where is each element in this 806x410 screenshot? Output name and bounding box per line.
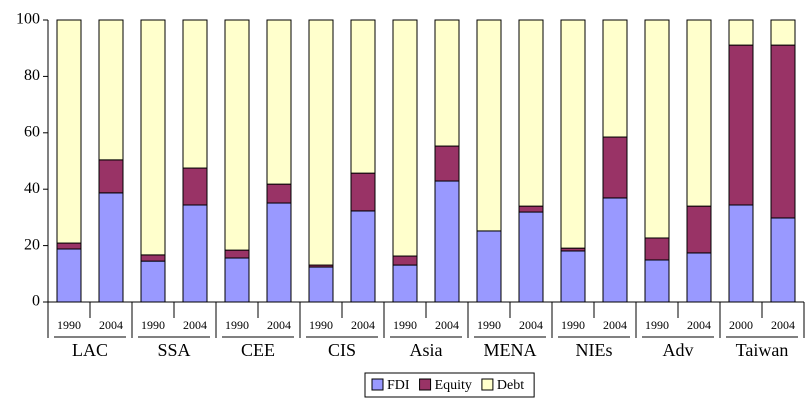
x-tick-label: 2004 <box>267 318 291 332</box>
bar-segment <box>392 264 418 303</box>
bar-segment <box>476 230 502 303</box>
x-tick-label: 2004 <box>771 318 795 332</box>
bar-segment <box>770 19 796 46</box>
x-tick-label: 2004 <box>435 318 459 332</box>
bar-segment <box>770 44 796 219</box>
bar-segment <box>686 205 712 254</box>
group-label: LAC <box>72 340 108 360</box>
bar-segment <box>476 19 502 232</box>
bar-segment <box>98 19 124 161</box>
group-label: CIS <box>328 340 356 360</box>
bar-segment <box>98 192 124 303</box>
bar-segment <box>350 19 376 174</box>
group-label: CEE <box>241 340 275 360</box>
y-tick-label: 40 <box>24 180 40 197</box>
x-tick-label: 2004 <box>183 318 207 332</box>
bar-segment <box>518 19 544 207</box>
bar-segment <box>350 210 376 303</box>
group-label: Taiwan <box>736 340 789 360</box>
bar-segment <box>518 205 544 213</box>
bar-segment <box>602 19 628 138</box>
bar-segment <box>56 242 82 250</box>
bar-segment <box>728 204 754 303</box>
x-tick-label: 2004 <box>603 318 627 332</box>
legend-label: Equity <box>435 378 472 393</box>
bar-segment <box>266 19 292 185</box>
y-tick-label: 60 <box>24 123 40 140</box>
x-tick-label: 2004 <box>687 318 711 332</box>
legend-swatch <box>419 378 432 391</box>
bar-segment <box>266 202 292 303</box>
group-label: NIEs <box>576 340 613 360</box>
bar-segment <box>644 237 670 261</box>
x-tick-label: 1990 <box>57 318 81 332</box>
group-label: SSA <box>157 340 190 360</box>
x-tick-label: 1990 <box>309 318 333 332</box>
legend-label: Debt <box>497 378 524 393</box>
bar-segment <box>182 167 208 206</box>
bar-segment <box>728 19 754 46</box>
bar-segment <box>434 19 460 147</box>
bar-segment <box>602 136 628 199</box>
bar-segment <box>602 197 628 303</box>
y-tick-label: 100 <box>16 11 40 28</box>
bar-segment <box>140 254 166 262</box>
bar-segment <box>98 159 124 194</box>
legend-swatch <box>371 378 384 391</box>
legend-swatch <box>481 378 494 391</box>
bar-segment <box>644 19 670 239</box>
x-tick-label: 2000 <box>729 318 753 332</box>
y-tick-label: 20 <box>24 236 40 253</box>
y-tick-label: 80 <box>24 67 40 84</box>
x-tick-label: 2004 <box>99 318 123 332</box>
bar-segment <box>392 19 418 257</box>
bar-segment <box>308 19 334 266</box>
group-label: Asia <box>410 340 443 360</box>
bar-segment <box>434 145 460 182</box>
legend-box <box>364 372 535 398</box>
bar-segment <box>182 204 208 303</box>
legend-label: FDI <box>387 378 410 393</box>
bar-segment <box>392 255 418 266</box>
group-label: Adv <box>663 340 694 360</box>
bar-segment <box>308 266 334 303</box>
bar-segment <box>140 260 166 303</box>
group-label: MENA <box>484 340 537 360</box>
x-tick-label: 1990 <box>393 318 417 332</box>
bar-segment <box>518 211 544 303</box>
bar-segment <box>686 252 712 303</box>
bar-segment <box>224 249 250 259</box>
bar-segment <box>182 19 208 169</box>
x-tick-label: 1990 <box>141 318 165 332</box>
x-tick-label: 1990 <box>477 318 501 332</box>
x-tick-label: 1990 <box>561 318 585 332</box>
bar-segment <box>266 183 292 204</box>
bar-segment <box>686 19 712 207</box>
bar-segment <box>434 180 460 303</box>
x-tick-label: 1990 <box>645 318 669 332</box>
bar-segment <box>56 19 82 244</box>
x-tick-label: 1990 <box>225 318 249 332</box>
x-tick-label: 2004 <box>519 318 543 332</box>
bar-segment <box>560 250 586 303</box>
bar-segment <box>224 257 250 303</box>
bar-segment <box>224 19 250 251</box>
bar-segment <box>728 44 754 206</box>
bar-segment <box>644 259 670 303</box>
bar-segment <box>560 19 586 249</box>
x-tick-label: 2004 <box>351 318 375 332</box>
bar-segment <box>56 248 82 303</box>
bar-segment <box>770 217 796 303</box>
legend: FDI Equity Debt <box>364 372 535 398</box>
bar-segment <box>350 172 376 212</box>
y-tick-label: 0 <box>32 293 40 310</box>
bar-segment <box>140 19 166 256</box>
